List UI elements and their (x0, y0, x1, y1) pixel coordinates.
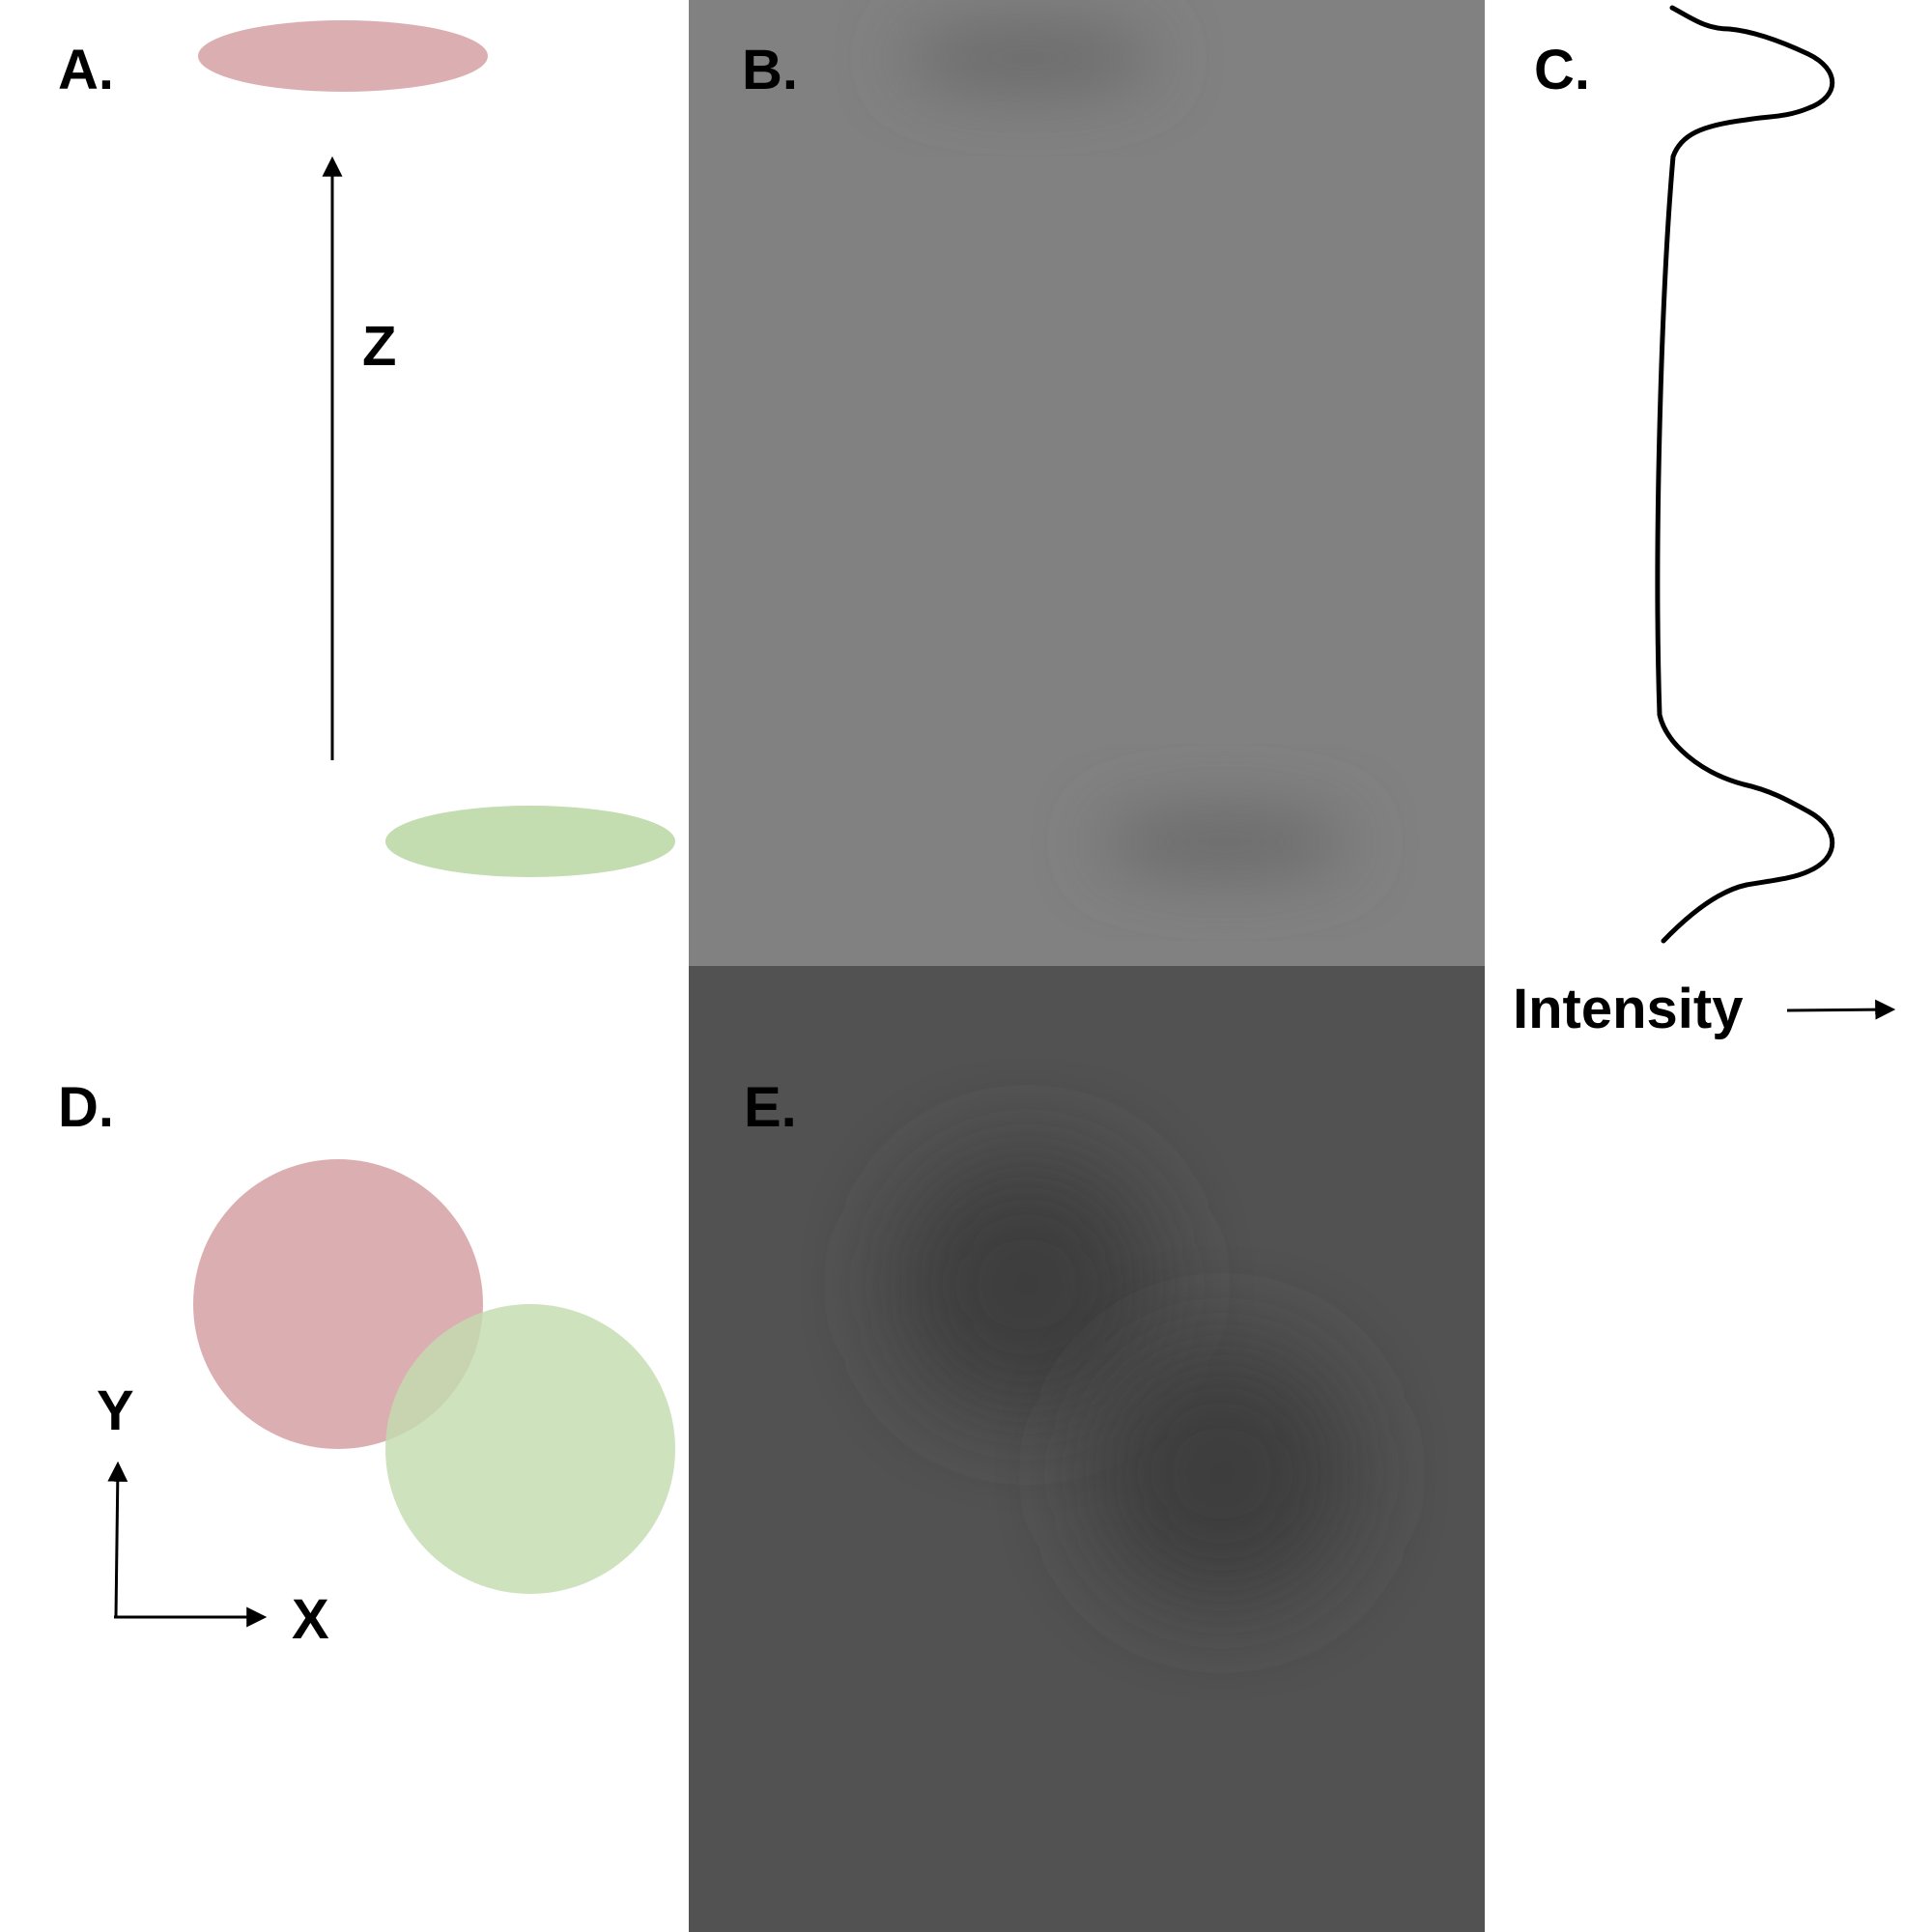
object-2-side-view (385, 806, 675, 877)
object-2-top-view (385, 1304, 675, 1594)
x-axis-label: X (292, 1588, 329, 1651)
panel-b-blur-bottom (1099, 810, 1350, 875)
panel-e-blur-2 (1092, 1343, 1352, 1604)
panel-d: D. Y X (58, 1076, 675, 1651)
intensity-axis-label: Intensity (1513, 978, 1744, 1040)
panel-b-label: B. (742, 39, 798, 101)
panel-b-image (689, 0, 1485, 966)
panel-a-label: A. (58, 39, 114, 101)
panel-b-blur-top (903, 25, 1154, 91)
panel-e-blur-1 (896, 1154, 1157, 1415)
panel-d-label: D. (58, 1076, 114, 1139)
panel-e-image (689, 966, 1485, 1932)
intensity-axis-arrow (1786, 999, 1896, 1020)
panel-b: B. (689, 0, 1485, 966)
panel-c-label: C. (1534, 39, 1590, 101)
y-axis-label: Y (97, 1379, 134, 1442)
z-axis-label: Z (362, 315, 396, 378)
panel-e-label: E. (744, 1076, 797, 1139)
intensity-profile-curve (1655, 5, 1835, 944)
panel-c: C. Intensity (1513, 5, 1896, 1040)
panel-a: A. Z (58, 20, 675, 877)
panel-e: E. (689, 966, 1485, 1932)
object-1-side-view (198, 20, 488, 92)
y-axis-arrow (107, 1461, 128, 1618)
